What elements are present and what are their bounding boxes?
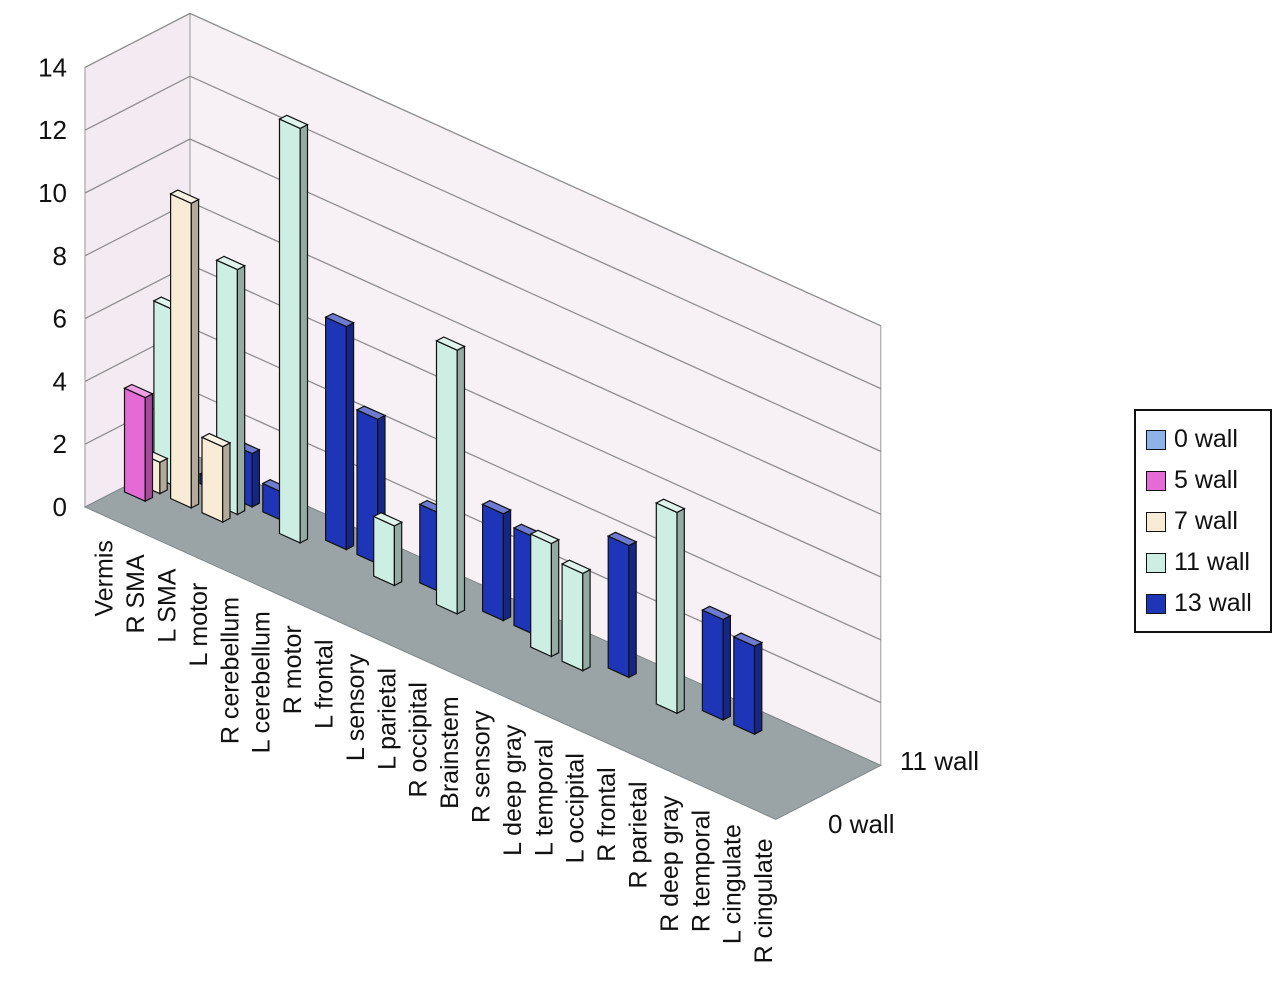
legend-item: 13 wall (1146, 583, 1260, 624)
y-axis-tick-labels: 0 2 4 6 8 10 12 14 (38, 52, 67, 522)
category-label: R parietal (625, 782, 653, 889)
bar (481, 499, 512, 622)
chart-legend: 0 wall 5 wall 7 wall 11 wall 13 wall (1134, 409, 1272, 633)
legend-label: 13 wall (1174, 589, 1252, 617)
bar (606, 531, 638, 679)
category-label: R cerebellum (216, 597, 244, 744)
category-label: R cingulate (750, 838, 778, 963)
depth-label: 0 wall (828, 809, 894, 839)
legend-item: 0 wall (1146, 419, 1260, 460)
category-label: R temporal (687, 810, 715, 932)
y-tick-label: 6 (53, 304, 67, 334)
bar (324, 312, 355, 551)
bar (529, 529, 561, 658)
depth-label: 11 wall (900, 746, 979, 776)
bar (278, 114, 309, 544)
legend-label: 5 wall (1174, 466, 1238, 494)
bar (560, 559, 592, 672)
y-tick-label: 8 (53, 241, 67, 271)
category-label: R SMA (122, 554, 150, 634)
bar (372, 512, 404, 587)
legend-label: 0 wall (1174, 425, 1238, 453)
category-label: R motor (279, 625, 307, 714)
legend-item: 5 wall (1146, 460, 1260, 501)
y-tick-label: 2 (53, 429, 67, 459)
category-label: L deep gray (499, 724, 527, 856)
category-label: R occipital (405, 682, 433, 797)
gridline (84, 12, 882, 327)
bar (200, 432, 232, 524)
legend-item: 11 wall (1146, 542, 1260, 583)
legend-swatch (1146, 511, 1166, 532)
category-label: R sensory (468, 710, 496, 823)
x-axis-category-labels: Vermis R SMA L SMA L motor R cerebellum L cer… (91, 540, 778, 963)
y-tick-label: 10 (38, 178, 67, 208)
category-label: L parietal (373, 668, 401, 770)
category-label: L sensory (342, 653, 370, 761)
category-label: Vermis (91, 540, 119, 616)
legend-item: 7 wall (1146, 501, 1260, 542)
bar (732, 632, 764, 736)
bar (701, 605, 732, 721)
category-label: L motor (185, 583, 213, 667)
category-label: L frontal (311, 640, 339, 729)
legend-swatch (1146, 429, 1166, 450)
legend-swatch (1146, 552, 1166, 573)
category-label: Brainstem (436, 696, 464, 809)
legend-swatch (1146, 470, 1166, 491)
chart-bars (123, 114, 764, 736)
legend-label: 11 wall (1174, 548, 1250, 576)
category-label: L cingulate (719, 824, 747, 944)
category-label: L occipital (562, 753, 590, 863)
category-label: R deep gray (656, 795, 684, 932)
category-label: R frontal (593, 767, 621, 861)
bar (169, 189, 200, 509)
category-label: L SMA (154, 568, 182, 642)
y-tick-label: 4 (53, 366, 67, 396)
depth-axis-labels: 0 wall 11 wall (828, 746, 979, 839)
category-label: L temporal (530, 739, 558, 856)
bar (123, 383, 154, 503)
bar (654, 498, 686, 715)
gridline (84, 75, 882, 390)
y-tick-label: 0 (53, 492, 67, 522)
legend-swatch (1146, 593, 1166, 614)
legend-label: 7 wall (1174, 507, 1238, 535)
category-label: L cerebellum (248, 611, 276, 753)
gridline (84, 138, 882, 452)
bar (435, 336, 466, 615)
y-tick-label: 12 (38, 115, 67, 145)
y-tick-label: 14 (38, 52, 67, 82)
